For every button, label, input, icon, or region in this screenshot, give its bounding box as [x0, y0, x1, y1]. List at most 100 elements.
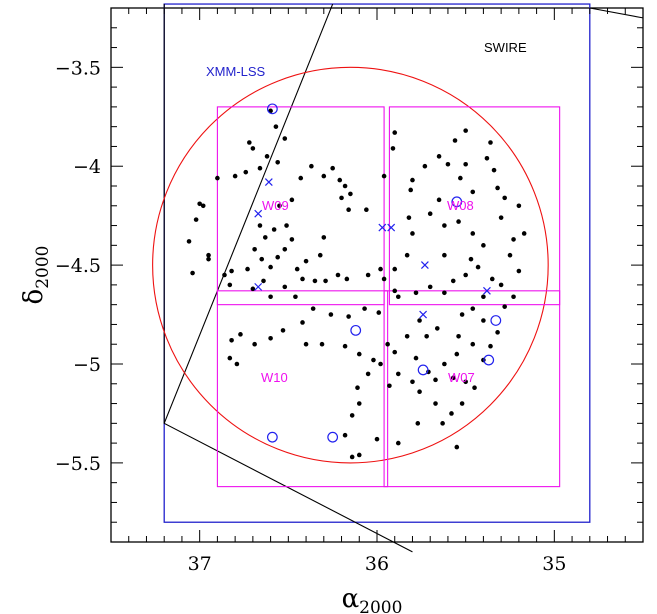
galaxy-point	[355, 385, 360, 391]
cross-point	[254, 282, 263, 291]
galaxy-point	[268, 264, 273, 270]
galaxy-point	[282, 284, 288, 290]
galaxy-point	[463, 128, 468, 133]
galaxy-point	[468, 256, 474, 262]
galaxy-point	[511, 294, 516, 300]
galaxy-point	[282, 136, 288, 141]
galaxy-point	[321, 235, 327, 240]
open-circle-point	[266, 103, 278, 115]
galaxy-point	[349, 454, 355, 460]
y-tick-label: −5	[73, 354, 101, 376]
galaxy-point	[303, 341, 309, 347]
galaxy-point	[232, 173, 238, 179]
swire-boundary	[163, 4, 413, 553]
galaxy-point	[454, 444, 460, 450]
galaxy-point	[259, 256, 265, 262]
galaxy-point	[454, 351, 460, 357]
open-circle-point	[266, 431, 278, 443]
galaxy-point	[257, 223, 263, 228]
galaxy-point	[450, 375, 456, 381]
galaxy-point	[238, 332, 243, 337]
data-series	[186, 103, 527, 460]
galaxy-point	[488, 343, 493, 349]
galaxy-point	[433, 401, 438, 406]
galaxy-point	[273, 124, 279, 129]
galaxy-point	[300, 276, 305, 282]
galaxy-point	[436, 154, 442, 159]
galaxy-point	[463, 161, 468, 167]
galaxy-point	[392, 288, 398, 294]
open-circle-point	[417, 364, 429, 376]
galaxy-point	[321, 173, 327, 179]
galaxy-point	[319, 341, 325, 347]
galaxy-point	[404, 252, 410, 258]
galaxy-point	[449, 411, 454, 416]
galaxy-point	[413, 355, 419, 361]
galaxy-point	[470, 231, 476, 236]
swire-boundary-right	[589, 7, 644, 19]
galaxy-point	[495, 330, 500, 335]
galaxy-point	[339, 195, 344, 201]
open-circle-point	[451, 196, 463, 208]
galaxy-point	[481, 318, 486, 323]
y-tick-label: −4.5	[55, 255, 101, 277]
galaxy-point	[300, 320, 305, 325]
y-tick-label: −3.5	[55, 57, 101, 79]
galaxy-point	[252, 341, 257, 347]
cross-point	[420, 261, 429, 270]
galaxy-point	[495, 185, 500, 191]
galaxy-point	[484, 156, 490, 161]
galaxy-point	[410, 231, 415, 236]
galaxy-point	[342, 183, 348, 189]
galaxy-point	[310, 306, 316, 311]
galaxy-point	[481, 243, 486, 248]
galaxy-point	[442, 290, 447, 296]
label-xmm-lss: XMM-LSS	[206, 64, 266, 79]
galaxy-point	[516, 203, 522, 209]
galaxy-point	[511, 237, 516, 242]
galaxy-point	[317, 252, 323, 258]
galaxy-point	[392, 349, 398, 355]
x-axis-title: α2000	[342, 584, 403, 614]
galaxy-point	[346, 314, 351, 319]
survey-regions	[152, 3, 644, 553]
galaxy-point	[390, 146, 396, 151]
galaxy-point	[408, 187, 413, 193]
galaxy-point	[356, 351, 362, 357]
galaxy-point	[387, 383, 392, 389]
galaxy-point	[243, 169, 249, 175]
pointing-w10	[216, 290, 389, 488]
galaxy-point	[303, 258, 309, 264]
galaxy-point	[335, 272, 341, 278]
label-w10: W10	[261, 370, 288, 385]
galaxy-point	[346, 207, 351, 213]
galaxy-point	[376, 310, 382, 315]
galaxy-point	[328, 312, 334, 317]
cross-point	[264, 178, 273, 186]
galaxy-point	[470, 306, 476, 311]
galaxy-point	[309, 163, 314, 169]
open-circle-point	[327, 431, 339, 443]
galaxy-point	[413, 290, 419, 296]
galaxy-point	[262, 235, 268, 240]
galaxy-point	[190, 270, 195, 276]
galaxy-point	[275, 159, 280, 165]
galaxy-point	[289, 197, 295, 203]
galaxy-point	[417, 389, 422, 394]
galaxy-point	[342, 343, 348, 349]
label-swire: SWIRE	[484, 40, 527, 55]
galaxy-point	[442, 223, 447, 228]
galaxy-point	[463, 379, 468, 385]
target-circle	[152, 66, 549, 464]
galaxy-point	[459, 401, 465, 406]
galaxy-point	[362, 306, 367, 311]
pointing-w09	[216, 106, 385, 306]
galaxy-point	[282, 246, 288, 252]
galaxy-point	[427, 284, 433, 290]
galaxy-point	[275, 254, 280, 260]
galaxy-point	[489, 276, 495, 282]
galaxy-point	[229, 337, 234, 343]
galaxy-point	[344, 276, 350, 282]
galaxy-point	[323, 278, 328, 284]
